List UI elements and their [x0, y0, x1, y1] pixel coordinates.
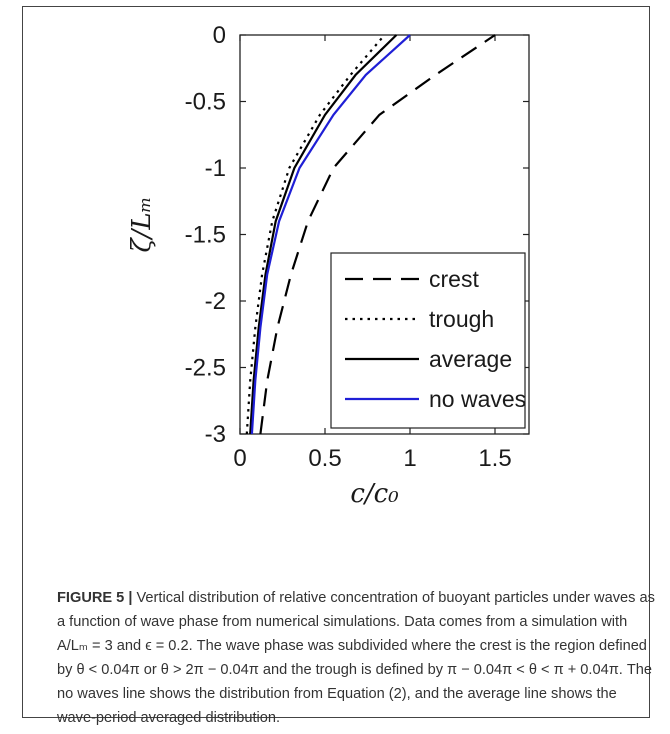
x-tick-label: 1.5	[478, 445, 511, 472]
x-tick-label: 0	[233, 445, 246, 472]
y-axis-label: ζ/Lₘ	[127, 196, 157, 252]
series-line-crest	[259, 34, 496, 435]
y-tick-label: -3	[205, 421, 226, 448]
series-line-no-waves	[250, 34, 411, 435]
caption-text: Vertical distribution of relative concen…	[57, 590, 655, 726]
series-line-average	[249, 34, 398, 435]
y-tick-label: -2	[205, 288, 226, 315]
y-tick-label: -2.5	[185, 355, 226, 382]
y-tick-label: -1	[205, 155, 226, 182]
figure-frame: 0 0.5 1 1.5 0 -0.5 -1 -1.5 -2 -2.5 -3 c/c₀ ζ/Lₘ crest…	[22, 6, 655, 726]
legend-label: trough	[429, 306, 494, 332]
plot-area: 0 0.5 1 1.5 0 -0.5 -1 -1.5 -2 -2.5 -3 c/c₀ ζ/Lₘ crest…	[127, 22, 530, 509]
legend-label: crest	[429, 266, 479, 292]
x-axis-label: c/c₀	[350, 479, 399, 509]
y-tick-label: -1.5	[185, 222, 226, 249]
figure-caption: FIGURE 5 | Vertical distribution of rela…	[57, 586, 657, 730]
figure-label: FIGURE 5 |	[57, 590, 133, 606]
y-tick-label: 0	[213, 22, 226, 49]
x-tick-label: 0.5	[308, 445, 341, 472]
legend-label: average	[429, 346, 512, 372]
x-tick-label: 1	[403, 445, 416, 472]
chart: 0 0.5 1 1.5 0 -0.5 -1 -1.5 -2 -2.5 -3 c/c₀ ζ/Lₘ crest…	[127, 22, 530, 509]
y-tick-label: -0.5	[185, 89, 226, 116]
legend-label: no waves	[429, 386, 526, 412]
